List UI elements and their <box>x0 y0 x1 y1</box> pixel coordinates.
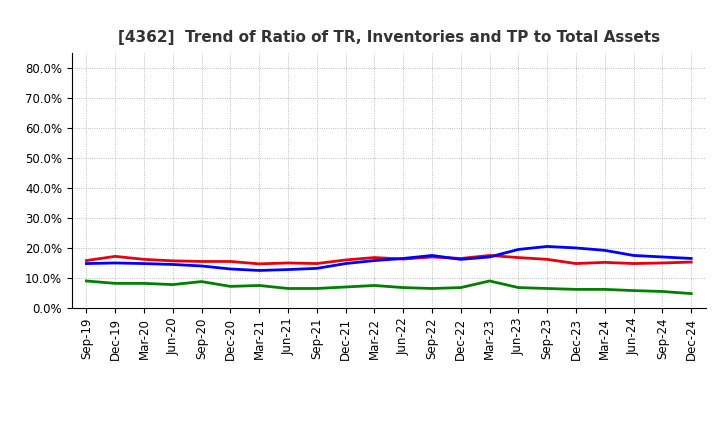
Inventories <box>456 257 465 262</box>
Trade Payables <box>514 285 523 290</box>
Trade Receivables <box>687 260 696 265</box>
Trade Receivables <box>514 255 523 260</box>
Trade Payables <box>428 286 436 291</box>
Trade Payables <box>687 291 696 296</box>
Inventories <box>341 261 350 266</box>
Inventories <box>428 253 436 258</box>
Trade Payables <box>370 283 379 288</box>
Inventories <box>255 268 264 273</box>
Trade Receivables <box>111 254 120 259</box>
Inventories <box>140 261 148 266</box>
Trade Payables <box>658 289 667 294</box>
Trade Receivables <box>399 257 408 262</box>
Trade Payables <box>82 279 91 284</box>
Inventories <box>629 253 638 258</box>
Trade Payables <box>284 286 292 291</box>
Trade Receivables <box>485 253 494 258</box>
Trade Receivables <box>572 261 580 266</box>
Trade Payables <box>140 281 148 286</box>
Trade Receivables <box>428 254 436 260</box>
Trade Payables <box>572 287 580 292</box>
Inventories <box>687 256 696 261</box>
Inventories <box>399 256 408 261</box>
Trade Receivables <box>600 260 609 265</box>
Inventories <box>312 266 321 271</box>
Trade Receivables <box>456 256 465 261</box>
Inventories <box>82 261 91 266</box>
Inventories <box>168 262 177 267</box>
Trade Receivables <box>543 257 552 262</box>
Inventories <box>572 246 580 251</box>
Trade Payables <box>312 286 321 291</box>
Trade Payables <box>600 287 609 292</box>
Trade Receivables <box>82 258 91 263</box>
Line: Trade Receivables: Trade Receivables <box>86 256 691 264</box>
Trade Payables <box>255 283 264 288</box>
Trade Payables <box>399 285 408 290</box>
Trade Payables <box>226 284 235 289</box>
Trade Receivables <box>284 260 292 266</box>
Trade Receivables <box>658 260 667 266</box>
Inventories <box>485 254 494 260</box>
Inventories <box>226 266 235 271</box>
Trade Payables <box>197 279 206 284</box>
Trade Receivables <box>255 261 264 267</box>
Inventories <box>543 244 552 249</box>
Trade Receivables <box>312 261 321 266</box>
Trade Receivables <box>140 257 148 262</box>
Trade Payables <box>111 281 120 286</box>
Trade Payables <box>456 285 465 290</box>
Inventories <box>197 263 206 268</box>
Trade Receivables <box>226 259 235 264</box>
Trade Receivables <box>341 257 350 263</box>
Trade Payables <box>341 284 350 290</box>
Inventories <box>284 267 292 272</box>
Inventories <box>370 258 379 263</box>
Trade Payables <box>485 279 494 284</box>
Line: Inventories: Inventories <box>86 246 691 271</box>
Inventories <box>600 248 609 253</box>
Trade Receivables <box>168 258 177 264</box>
Trade Payables <box>543 286 552 291</box>
Inventories <box>514 247 523 252</box>
Line: Trade Payables: Trade Payables <box>86 281 691 293</box>
Inventories <box>658 254 667 260</box>
Trade Payables <box>168 282 177 287</box>
Inventories <box>111 260 120 266</box>
Trade Receivables <box>629 261 638 266</box>
Trade Receivables <box>197 259 206 264</box>
Title: [4362]  Trend of Ratio of TR, Inventories and TP to Total Assets: [4362] Trend of Ratio of TR, Inventories… <box>118 29 660 45</box>
Trade Receivables <box>370 255 379 260</box>
Trade Payables <box>629 288 638 293</box>
